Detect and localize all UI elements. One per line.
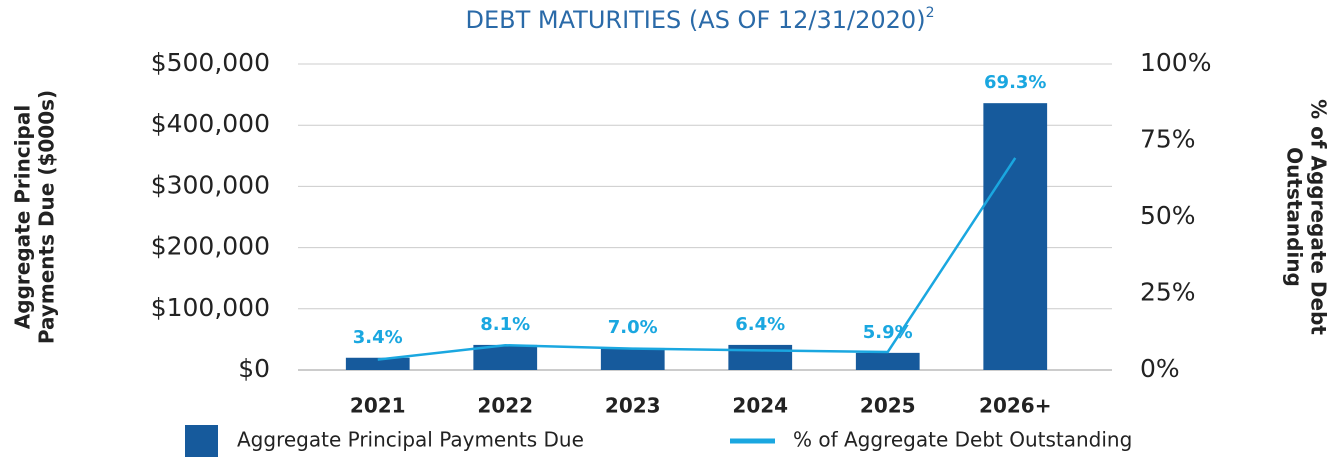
x-tick-label: 2026+ [979, 394, 1051, 418]
x-tick-label: 2021 [350, 394, 406, 418]
y2-tick-label: 0% [1140, 354, 1180, 383]
y-tick-label: $100,000 [151, 293, 270, 322]
data-label: 5.9% [863, 322, 913, 343]
bar [855, 352, 920, 370]
data-label: 8.1% [480, 314, 530, 335]
y-tick-label: $400,000 [151, 109, 270, 138]
data-label: 69.3% [984, 72, 1046, 93]
line [377, 157, 1017, 361]
data-label: 7.0% [608, 317, 658, 338]
x-tick-label: 2025 [860, 394, 916, 418]
y-tick-label: $300,000 [151, 170, 270, 199]
data-label: 6.4% [735, 314, 785, 335]
y-axis-title: Payments Due ($000s) [35, 90, 59, 344]
y-axis-title: Aggregate Principal [11, 105, 35, 329]
legend-label: Aggregate Principal Payments Due [237, 428, 584, 452]
bar [600, 347, 665, 370]
bar [345, 357, 410, 370]
chart-title: DEBT MATURITIES (AS OF 12/31/2020) [466, 6, 926, 34]
x-tick-label: 2023 [605, 394, 661, 418]
chart-title-text: DEBT MATURITIES (AS OF 12/31/2020)2 [466, 5, 935, 34]
y-tick-label: $200,000 [151, 232, 270, 261]
legend-label: % of Aggregate Debt Outstanding [793, 428, 1132, 452]
x-tick-label: 2024 [732, 394, 788, 418]
y2-tick-label: 25% [1140, 278, 1196, 307]
y-tick-label: $500,000 [151, 48, 270, 77]
y2-tick-label: 100% [1140, 48, 1211, 77]
legend-swatch [185, 425, 218, 457]
y2-tick-label: 75% [1140, 125, 1196, 154]
bar [983, 103, 1048, 370]
bar [473, 344, 538, 370]
title-footnote: 2 [926, 5, 935, 21]
y2-axis-title: Outstanding [1283, 147, 1307, 287]
x-tick-label: 2022 [477, 394, 533, 418]
data-label: 3.4% [353, 327, 403, 348]
y2-tick-label: 50% [1140, 201, 1196, 230]
y2-axis-title: % of Aggregate Debt [1307, 99, 1331, 335]
y-tick-label: $0 [238, 354, 270, 383]
bar [728, 344, 793, 370]
